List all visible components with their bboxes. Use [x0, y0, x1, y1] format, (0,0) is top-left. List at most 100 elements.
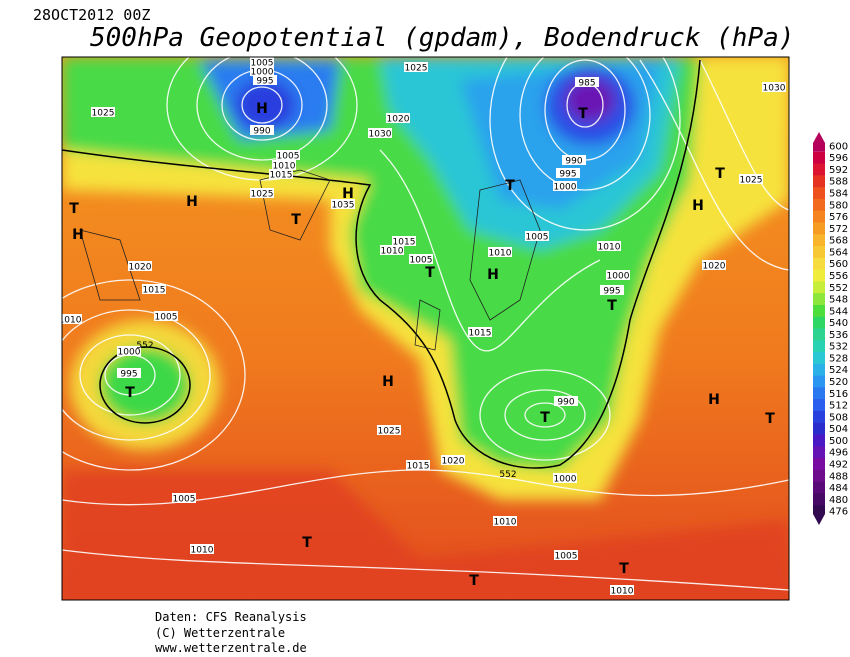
- pressure-label-bg: [172, 493, 196, 503]
- colorbar-label: 512: [829, 401, 848, 412]
- pressure-label-bg: [488, 247, 512, 257]
- pressure-center: T: [302, 535, 312, 551]
- colorbar-swatch: [813, 281, 825, 294]
- colorbar-label: 528: [829, 353, 848, 364]
- pressure-label-bg: [575, 77, 599, 87]
- pressure-center: T: [425, 265, 435, 281]
- pressure-label-bg: [250, 66, 274, 76]
- pressure-label: 1025: [378, 427, 401, 437]
- pressure-center: T: [765, 411, 775, 427]
- pressure-label-bg: [597, 241, 621, 251]
- pressure-label: 1005: [555, 552, 578, 562]
- pressure-label-bg: [562, 155, 586, 165]
- pressure-label-bg: [117, 368, 141, 378]
- pressure-label: 1010: [381, 247, 404, 257]
- pressure-label: 1005: [251, 59, 274, 69]
- colorbar-swatch: [813, 387, 825, 400]
- pressure-label: 1025: [92, 109, 115, 119]
- colorbar-label: 540: [829, 318, 848, 329]
- pressure-label: 1030: [763, 84, 786, 94]
- colorbar-label: 492: [829, 459, 848, 470]
- pressure-label-bg: [606, 270, 630, 280]
- colorbar-label: 500: [829, 436, 848, 447]
- colorbar-swatch: [813, 175, 825, 188]
- colorbar-label: 520: [829, 377, 848, 388]
- pressure-label: 1000: [251, 68, 274, 78]
- colorbar-swatch: [813, 399, 825, 412]
- pressure-label: 1015: [407, 462, 430, 472]
- colorbar-swatch: [813, 458, 825, 471]
- colorbar-swatch: [813, 352, 825, 365]
- colorbar-label: 544: [829, 306, 848, 317]
- colorbar-label: 496: [829, 448, 848, 459]
- pressure-label: 1005: [526, 233, 549, 243]
- pressure-label-bg: [142, 284, 166, 294]
- pressure-label-bg: [762, 82, 786, 92]
- pressure-center: H: [342, 186, 354, 202]
- pressure-label-bg: [392, 236, 416, 246]
- pressure-label: 1025: [251, 190, 274, 200]
- colorbar-label: 488: [829, 471, 848, 482]
- pressure-label-bg: [250, 188, 274, 198]
- pressure-label-bg: [154, 311, 178, 321]
- pressure-label-bg: [468, 327, 492, 337]
- pressure-center: T: [69, 201, 79, 217]
- pressure-label: 1020: [703, 262, 726, 272]
- pressure-label: 990: [565, 157, 582, 167]
- colorbar-label: 568: [829, 236, 848, 247]
- pressure-label: 995: [559, 170, 576, 180]
- colorbar-swatch: [813, 198, 825, 212]
- pressure-label-bg: [253, 75, 277, 85]
- pressure-center: T: [469, 573, 479, 589]
- colorbar-swatch: [813, 151, 825, 165]
- date: 28OCT2012 00Z: [33, 6, 150, 24]
- pressure-label-bg: [525, 231, 549, 241]
- colorbar-swatch: [813, 234, 825, 247]
- colorbar-label: 536: [829, 330, 848, 341]
- pressure-label: 1020: [387, 115, 410, 125]
- colorbar-swatch: [813, 132, 825, 152]
- pressure-center: T: [291, 212, 301, 228]
- colorbar-label: 572: [829, 224, 848, 235]
- pressure-center: H: [382, 374, 394, 390]
- url: www.wetterzentrale.de: [155, 641, 307, 655]
- pressure-center: T: [619, 561, 629, 577]
- pressure-label-bg: [276, 150, 300, 160]
- pressure-label-bg: [556, 168, 580, 178]
- colorbar-swatch: [813, 434, 825, 447]
- colorbar-label: 480: [829, 495, 848, 506]
- title: 500hPa Geopotential (gpdam), Bodendruck …: [90, 23, 794, 53]
- pressure-label: 1015: [469, 329, 492, 339]
- pressure-label: 1000: [607, 272, 630, 282]
- pressure-label: 1010: [191, 546, 214, 556]
- pressure-center: T: [607, 298, 617, 314]
- pressure-label: 1005: [173, 495, 196, 505]
- colorbar-label: 580: [829, 200, 848, 211]
- pressure-center: T: [578, 106, 588, 122]
- pressure-label: 995: [256, 77, 273, 87]
- pressure-label: 1025: [740, 176, 763, 186]
- colorbar-swatch: [813, 469, 825, 483]
- pressure-label: 1035: [332, 201, 355, 211]
- pressure-label-bg: [600, 285, 624, 295]
- colorbar-swatch: [813, 375, 825, 388]
- pressure-label: 1005: [277, 152, 300, 162]
- pressure-label-bg: [91, 107, 115, 117]
- pressure-label-bg: [554, 550, 578, 560]
- pressure-label-bg: [553, 181, 577, 191]
- pressure-label: 1010: [494, 518, 517, 528]
- pressure-label: 1020: [442, 457, 465, 467]
- pressure-center: H: [186, 194, 198, 210]
- pressure-label: 990: [557, 398, 574, 408]
- height-label: 552: [499, 470, 516, 480]
- colorbar-swatch: [813, 422, 825, 436]
- colorbar-label: 584: [829, 189, 848, 200]
- pressure-label: 1015: [393, 238, 416, 248]
- pressure-center: T: [125, 385, 135, 401]
- pressure-label: 1010: [59, 316, 82, 326]
- pressure-label-bg: [493, 516, 517, 526]
- colorbar-label: 552: [829, 283, 848, 294]
- pressure-label-bg: [128, 261, 152, 271]
- pressure-label: 1010: [273, 162, 296, 172]
- pressure-label-bg: [272, 160, 296, 170]
